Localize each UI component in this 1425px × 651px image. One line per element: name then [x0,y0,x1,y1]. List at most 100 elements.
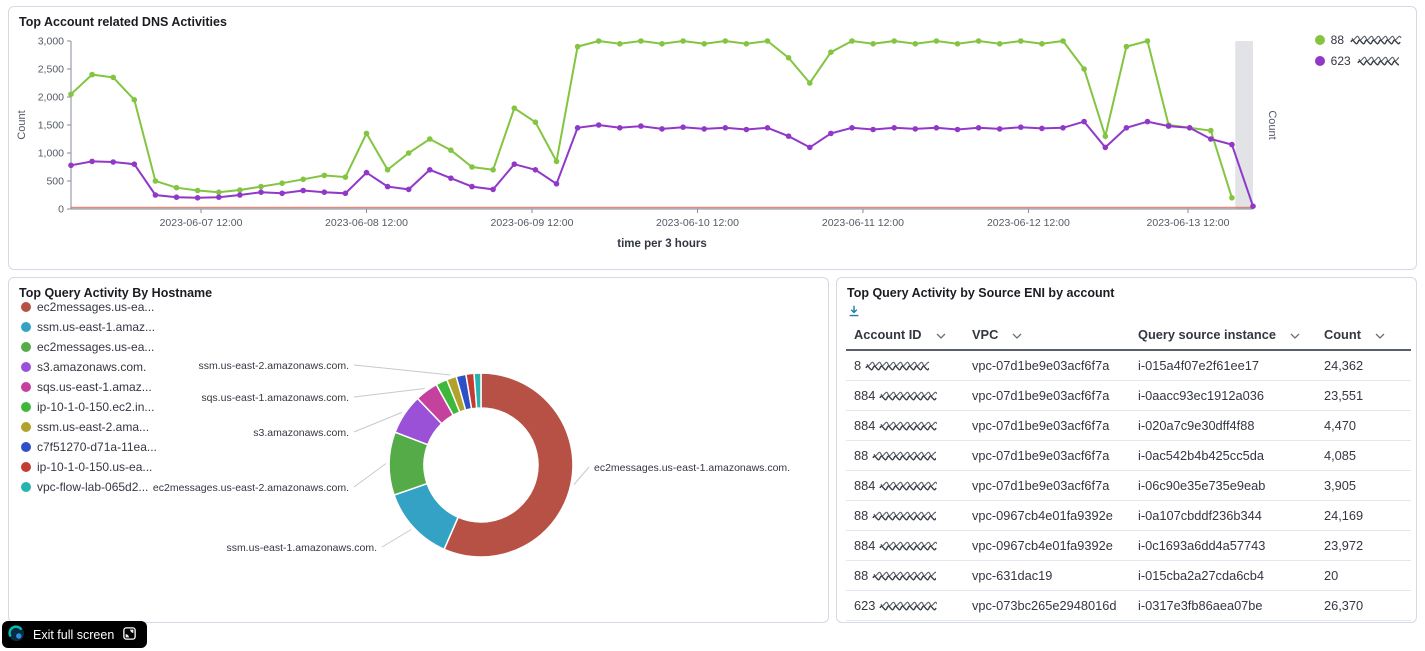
series-point[interactable] [1102,144,1109,151]
hostname-legend-item-8[interactable]: ip-10-1-0-150.us-ea... [21,460,157,474]
column-header-query-source-instance[interactable]: Query source instance [1130,320,1316,351]
series-point[interactable] [490,167,496,173]
hostname-legend-item-5[interactable]: ip-10-1-0-150.ec2.in... [21,400,157,414]
series-point[interactable] [1018,38,1024,44]
series-point[interactable] [996,41,1003,47]
series-point[interactable] [173,184,180,191]
series-point[interactable] [828,130,834,137]
series-point[interactable] [173,194,180,200]
download-csv-icon[interactable] [847,304,861,323]
series-point[interactable] [68,91,74,97]
series-point[interactable] [764,38,771,44]
series-line[interactable] [70,120,1254,207]
series-point[interactable] [828,49,834,55]
series-point[interactable] [237,192,243,198]
series-point[interactable] [1229,141,1235,148]
series-point[interactable] [891,125,897,131]
series-line[interactable] [70,39,1233,199]
series-point[interactable] [849,38,855,44]
series-point[interactable] [448,147,454,153]
series-point[interactable] [870,41,876,47]
series-point[interactable] [975,38,982,44]
series-point[interactable] [933,38,940,44]
legend-item-account-1[interactable]: 623 [1314,54,1402,68]
series-point[interactable] [363,169,370,176]
series-point[interactable] [680,38,686,44]
series-point[interactable] [300,187,307,194]
pie-slice-0[interactable] [443,372,574,558]
series-point[interactable] [258,183,264,190]
column-header-count[interactable]: Count [1316,320,1411,351]
series-point[interactable] [1081,118,1087,125]
series-point[interactable] [1039,125,1045,132]
series-point[interactable] [511,105,518,111]
series-point[interactable] [1208,127,1214,134]
series-point[interactable] [1144,118,1151,125]
series-point[interactable] [680,124,686,130]
series-point[interactable] [595,38,602,44]
series-point[interactable] [448,175,454,181]
series-point[interactable] [110,159,116,165]
hostname-legend-item-7[interactable]: c7f51270-d71a-11ea... [21,440,157,454]
series-point[interactable] [701,126,707,132]
series-point[interactable] [1039,41,1045,47]
series-point[interactable] [785,133,792,139]
series-point[interactable] [933,125,940,131]
series-point[interactable] [1123,125,1130,131]
series-point[interactable] [131,161,138,167]
series-point[interactable] [152,192,159,198]
series-point[interactable] [659,41,665,47]
series-point[interactable] [427,136,433,142]
series-point[interactable] [553,158,560,165]
series-point[interactable] [722,125,729,131]
series-point[interactable] [912,41,919,47]
series-point[interactable] [152,178,159,184]
series-point[interactable] [595,122,602,128]
series-point[interactable] [321,189,328,195]
series-point[interactable] [954,41,961,47]
series-point[interactable] [1060,38,1066,44]
series-point[interactable] [363,130,370,137]
series-point[interactable] [996,126,1003,132]
column-header-account-id[interactable]: Account ID [846,320,964,351]
series-point[interactable] [194,195,201,201]
hostname-legend-item-0[interactable]: ec2messages.us-ea... [21,300,157,314]
hostname-legend-item-6[interactable]: ssm.us-east-2.ama... [21,420,157,434]
series-point[interactable] [342,190,349,197]
exit-full-screen-button[interactable]: Exit full screen [2,621,148,648]
series-point[interactable] [384,167,391,173]
series-point[interactable] [279,180,285,186]
series-point[interactable] [384,183,391,190]
hostname-legend-item-2[interactable]: ec2messages.us-ea... [21,340,157,354]
series-point[interactable] [1018,124,1024,130]
series-point[interactable] [638,123,644,129]
series-point[interactable] [1123,43,1130,50]
series-point[interactable] [870,126,876,133]
series-point[interactable] [891,38,897,44]
series-point[interactable] [300,176,307,183]
series-point[interactable] [532,119,539,125]
series-point[interactable] [321,172,328,179]
pie-slice-1[interactable] [393,482,460,551]
series-point[interactable] [764,125,771,131]
series-point[interactable] [954,126,961,133]
series-point[interactable] [722,38,729,44]
series-point[interactable] [89,71,95,78]
series-point[interactable] [1186,125,1193,131]
series-point[interactable] [617,125,623,131]
series-point[interactable] [258,189,264,195]
series-point[interactable] [553,181,560,187]
series-point[interactable] [469,183,475,190]
hostname-legend-item-4[interactable]: sqs.us-east-1.amaz... [21,380,157,394]
series-point[interactable] [617,41,623,47]
series-point[interactable] [1208,136,1214,142]
series-point[interactable] [1060,125,1066,131]
series-point[interactable] [807,80,813,86]
series-point[interactable] [511,161,518,167]
series-point[interactable] [1165,123,1172,129]
pie-slice-9[interactable] [473,372,482,410]
hostname-legend-item-9[interactable]: vpc-flow-lab-065d2... [21,480,157,494]
series-point[interactable] [194,187,201,194]
series-point[interactable] [279,190,285,197]
series-point[interactable] [574,125,581,131]
